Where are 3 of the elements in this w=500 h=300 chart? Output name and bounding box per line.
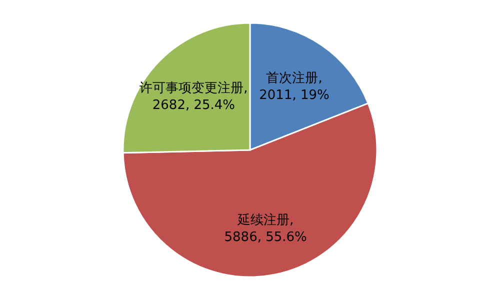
slice-label: 首次注册, 2011, 19% xyxy=(259,70,330,103)
slice-label: 延续注册, 5886, 55.6% xyxy=(224,213,307,246)
slice-label: 许可事项变更注册, 2682, 25.4% xyxy=(140,80,248,113)
